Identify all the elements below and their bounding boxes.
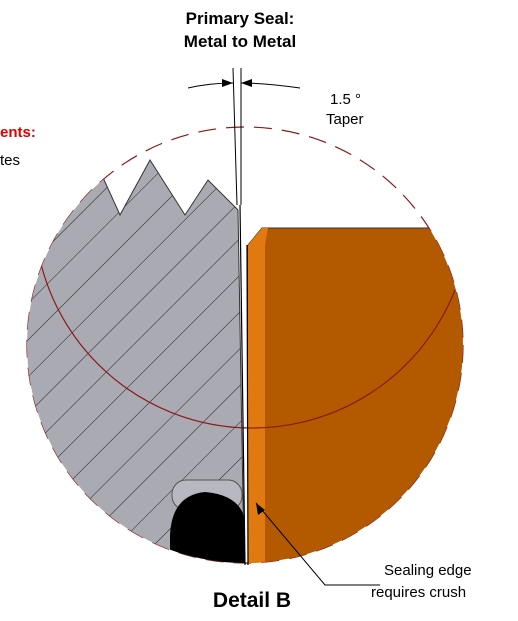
- cut-label: ents:: [0, 124, 36, 141]
- callout: Sealing edge: [384, 562, 472, 579]
- arrowhead: [256, 503, 265, 515]
- seal-line: [246, 244, 249, 566]
- dim-line: [232, 67, 238, 206]
- callout: requires crush: [371, 584, 466, 601]
- title: Metal to Metal: [184, 32, 296, 51]
- title: Primary Seal:: [186, 9, 295, 28]
- taper-label: Taper: [326, 111, 364, 128]
- box-face: [248, 228, 268, 563]
- detail-title: Detail B: [213, 589, 291, 612]
- taper-angle: 1.5 °: [330, 91, 361, 108]
- leader-line: [255, 502, 380, 586]
- arrowhead: [222, 79, 233, 87]
- cut-label: tes: [0, 152, 20, 169]
- box-body: [247, 227, 463, 563]
- arrowhead: [241, 79, 252, 87]
- seal-ring: [170, 492, 245, 563]
- seal-line: [239, 204, 246, 566]
- circle-edge: [39, 259, 456, 429]
